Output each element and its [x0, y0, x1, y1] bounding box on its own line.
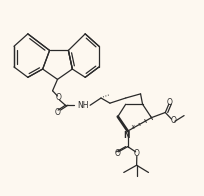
Text: O: O — [114, 149, 120, 158]
Text: O: O — [55, 93, 61, 103]
Text: NH: NH — [77, 101, 88, 110]
Text: O: O — [54, 108, 60, 117]
Text: O: O — [170, 116, 175, 125]
Text: N: N — [123, 131, 129, 140]
Text: O: O — [165, 98, 171, 107]
Text: O: O — [133, 149, 139, 158]
Text: ×: × — [130, 124, 134, 130]
